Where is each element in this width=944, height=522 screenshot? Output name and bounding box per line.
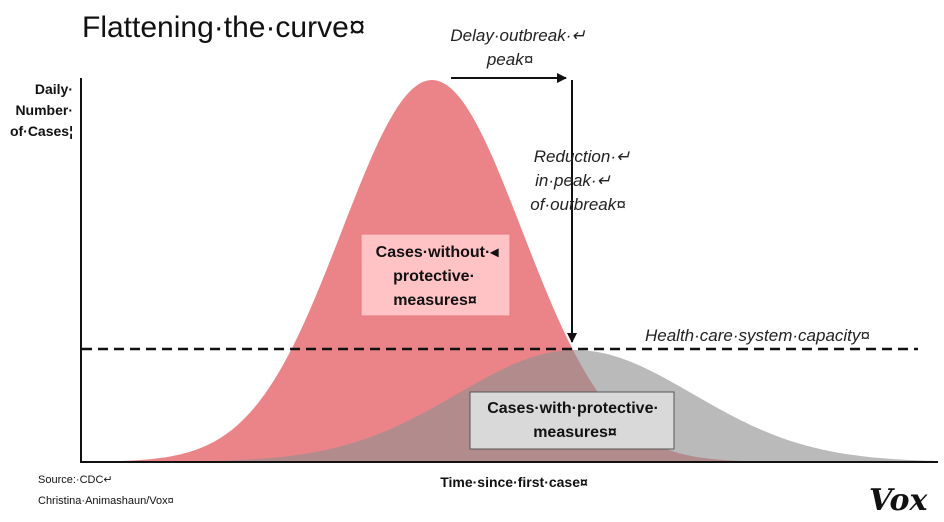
page-title: Flattening·the·curve¤ bbox=[82, 11, 365, 44]
without-box-line-1: Cases·without·◂ bbox=[376, 244, 500, 261]
capacity-label: Health·care·system·capacity¤ bbox=[645, 326, 870, 345]
with-measures-box bbox=[469, 391, 675, 450]
vox-logo: Vox bbox=[869, 483, 929, 518]
reduction-label-line-2: in·peak·↵ bbox=[535, 171, 611, 190]
y-axis-label-line-1: Daily· bbox=[35, 81, 73, 97]
with-box-line-1: Cases·with·protective· bbox=[487, 400, 659, 417]
without-box-line-2: protective· bbox=[393, 268, 475, 285]
reduction-label-line-3: of·outbreak¤ bbox=[530, 195, 625, 214]
with-box-line-2: measures¤ bbox=[533, 424, 617, 441]
without-measures-box bbox=[360, 233, 511, 317]
reduction-label-line-1: Reduction·↵ bbox=[534, 147, 630, 166]
source-line-1: Source:·CDC↵ bbox=[38, 474, 113, 486]
source-line-2: Christina·Animashaun/Vox¤ bbox=[38, 495, 174, 507]
x-axis-label: Time·since·first·case¤ bbox=[440, 474, 588, 490]
delay-label-line-2: peak¤ bbox=[486, 50, 533, 69]
delay-label-line-1: Delay·outbreak·↵ bbox=[450, 26, 585, 45]
y-axis-label-line-3: of·Cases¦ bbox=[10, 123, 73, 139]
y-axis-label-line-2: Number· bbox=[15, 102, 73, 118]
without-box-line-3: measures¤ bbox=[393, 292, 477, 309]
